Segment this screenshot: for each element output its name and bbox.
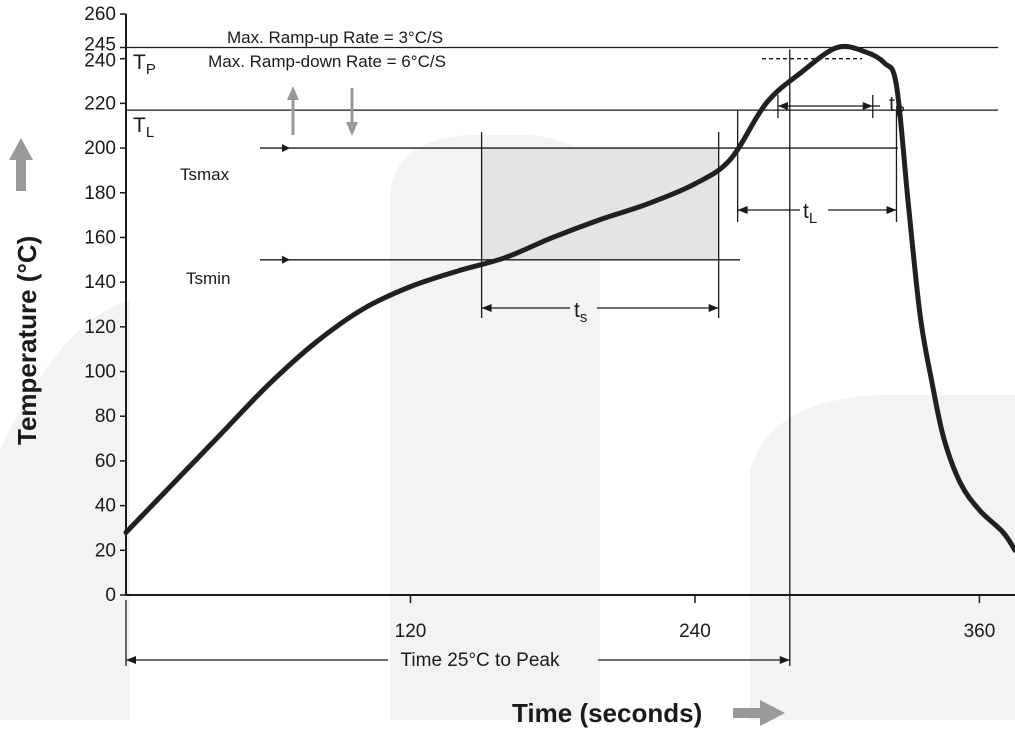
y-tick-label: 120 <box>84 317 116 338</box>
ts-dimension-arrow-right <box>709 304 719 312</box>
y-tick-label: 200 <box>84 138 116 159</box>
y-tick-label: 80 <box>95 406 116 427</box>
x-axis-title: Time (seconds) <box>512 698 702 728</box>
tsmin-label: Tsmin <box>186 269 230 288</box>
y-tick-label: 180 <box>84 183 116 204</box>
tl-dimension-arrow-right <box>886 206 896 214</box>
x-tick-label: 240 <box>679 621 711 642</box>
y-tick-label: 0 <box>105 585 116 606</box>
tl-dimension-arrow-left <box>738 206 748 214</box>
soak-region <box>482 148 719 260</box>
y-axis-title: Temperature (°C) <box>12 236 42 445</box>
x-tick-label: 120 <box>395 621 427 642</box>
tl-duration-label: tL <box>803 200 817 227</box>
y-tick-label: 160 <box>84 227 116 248</box>
y-tick-label: 60 <box>95 451 116 472</box>
time-to-peak-label: Time 25°C to Peak <box>401 650 560 671</box>
x-tick-label: 360 <box>964 621 996 642</box>
y-tick-label: 40 <box>95 496 116 517</box>
y-title-arrow <box>9 138 33 191</box>
ramp-up-note: Max. Ramp-up Rate = 3°C/S <box>227 28 443 47</box>
y-tick-label: 140 <box>84 272 116 293</box>
y-tick-label: 220 <box>84 93 116 114</box>
y-tick-label: 260 <box>84 4 116 25</box>
tp-dimension-arrow-right <box>863 102 873 110</box>
tp-dimension-arrow-left <box>778 102 788 110</box>
y-tick-label: 20 <box>95 540 116 561</box>
ramp-down-note: Max. Ramp-down Rate = 6°C/S <box>208 52 446 71</box>
y-tick-label: 100 <box>84 362 116 383</box>
tl-label: TL <box>133 114 154 141</box>
tsmax-label: Tsmax <box>180 165 230 184</box>
tp-label: TP <box>133 51 156 78</box>
ramp-down-arrow <box>346 88 358 136</box>
y-tick-label: 245 <box>84 35 116 56</box>
